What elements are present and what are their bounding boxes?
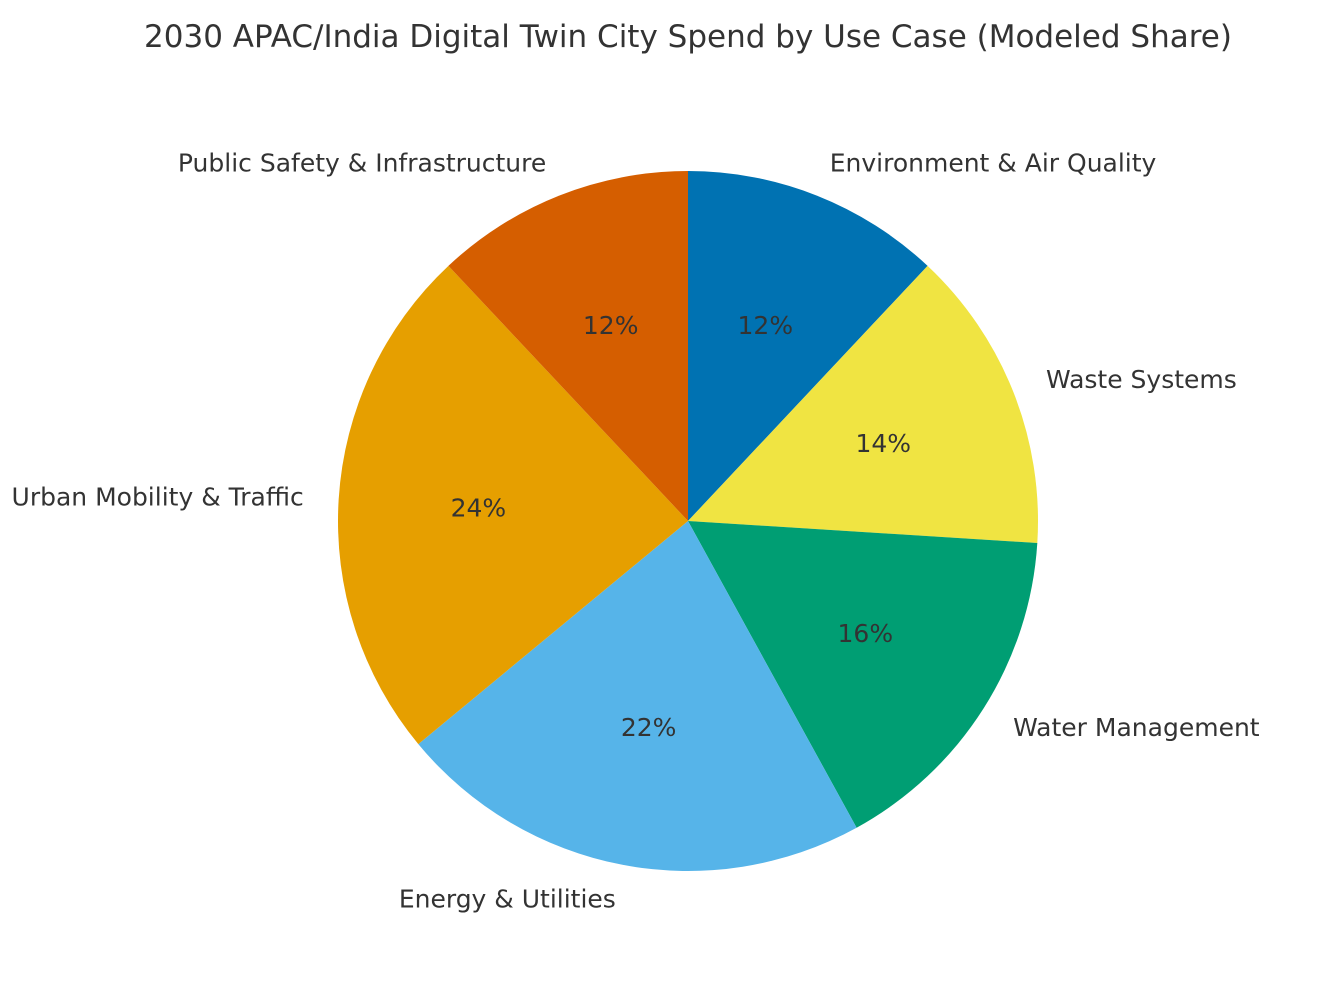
pie-slice-public-safety-and-infrastructure [448, 171, 688, 521]
chart-title: 2030 APAC/India Digital Twin City Spend … [144, 19, 1232, 55]
category-label-energy-and-utilities: Energy & Utilities [399, 885, 616, 914]
pct-label-water-management: 16% [838, 619, 894, 648]
pct-label-waste-systems: 14% [855, 429, 911, 458]
pie-slice-environment-and-air-quality [688, 171, 928, 521]
category-label-urban-mobility-and-traffic: Urban Mobility & Traffic [12, 482, 304, 511]
pct-label-urban-mobility-and-traffic: 24% [451, 493, 507, 522]
pie-slice-energy-and-utilities [418, 521, 857, 871]
category-label-public-safety-and-infrastructure: Public Safety & Infrastructure [178, 149, 546, 178]
pct-label-public-safety-and-infrastructure: 12% [583, 311, 639, 340]
pie-slice-water-management [688, 521, 1038, 828]
category-labels: Environment & Air Quality Waste Systems Wa… [12, 149, 1260, 914]
category-label-environment-and-air-quality: Environment & Air Quality [830, 149, 1157, 178]
pie-slice-waste-systems [688, 265, 1038, 543]
pct-label-energy-and-utilities: 22% [621, 713, 677, 742]
percent-labels: 12% 14% 16% 22% 24% 12% [451, 311, 911, 742]
pie-slice-urban-mobility-and-traffic [338, 265, 688, 745]
pie-slices [338, 171, 1038, 871]
pct-label-environment-and-air-quality: 12% [738, 311, 794, 340]
category-label-waste-systems: Waste Systems [1046, 365, 1237, 394]
category-label-water-management: Water Management [1013, 713, 1260, 742]
